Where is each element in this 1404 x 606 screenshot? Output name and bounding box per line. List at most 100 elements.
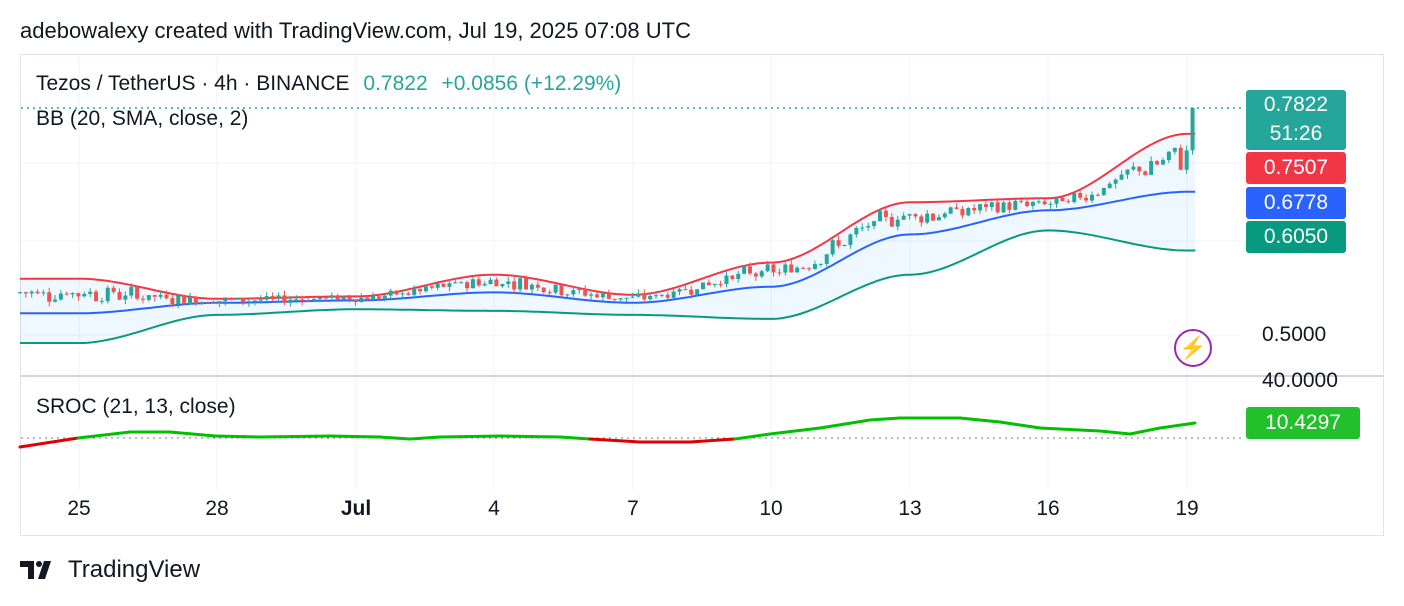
candle-body	[82, 293, 87, 297]
time-axis-tick-label: 28	[205, 497, 229, 520]
candle-body	[541, 287, 546, 293]
candle-body	[135, 286, 140, 299]
candle-body	[146, 295, 151, 300]
brand-footer[interactable]: TradingView	[20, 556, 200, 584]
candle-body	[671, 291, 676, 298]
candle-body	[901, 215, 906, 220]
candle-body	[1054, 197, 1059, 204]
candle-body	[205, 302, 210, 304]
candle-body	[795, 267, 800, 273]
candle-body	[730, 275, 735, 279]
candle-body	[400, 293, 405, 295]
candle-body	[583, 289, 588, 296]
candle-body	[23, 292, 28, 294]
candle-body	[883, 210, 888, 217]
candle-body	[376, 296, 381, 299]
chart-frame	[20, 54, 1384, 536]
time-axis-tick-label: 7	[627, 497, 639, 520]
candle-body	[282, 295, 287, 303]
sroc-segment	[958, 416, 1002, 424]
candle-body	[712, 284, 717, 286]
candle-body	[518, 278, 523, 290]
candle-body	[1143, 171, 1148, 175]
candle-body	[960, 208, 965, 216]
candle-body	[288, 299, 293, 303]
candle-body	[193, 296, 198, 304]
time-axis-tick-label: 25	[67, 497, 91, 520]
candle-body	[547, 292, 552, 294]
candle-body	[983, 204, 988, 208]
candle-body	[736, 273, 741, 279]
candle-body	[53, 299, 58, 302]
candle-body	[429, 286, 434, 288]
candle-body	[559, 284, 564, 296]
candle-body	[954, 207, 959, 209]
candle-body	[494, 279, 499, 287]
candle-body	[848, 234, 853, 245]
candle-body	[553, 284, 558, 293]
candle-body	[931, 213, 936, 221]
candle-body	[759, 271, 764, 277]
candle-body	[258, 299, 263, 301]
candle-body	[807, 268, 812, 270]
sroc-axis-top-label: 40.0000	[1262, 369, 1338, 392]
time-axis-tick-label: 13	[898, 497, 922, 520]
candle-body	[329, 295, 334, 298]
last-price-tag: 0.7822 51:26	[1246, 90, 1346, 150]
candle-body	[1107, 183, 1112, 188]
candle-body	[488, 279, 493, 285]
lightning-icon[interactable]: ⚡	[1174, 329, 1212, 367]
candle-body	[1149, 161, 1154, 175]
symbol-title[interactable]: Tezos / TetherUS · 4h · BINANCE	[36, 72, 350, 95]
candle-body	[589, 294, 594, 296]
candle-body	[995, 202, 1000, 213]
bar-countdown: 51:26	[1269, 122, 1323, 145]
candle-body	[435, 283, 440, 288]
candle-body	[1190, 108, 1195, 151]
candle-body	[854, 227, 859, 235]
candle-body	[447, 283, 452, 287]
candle-body	[217, 301, 222, 304]
candle-body	[683, 289, 688, 291]
candle-body	[777, 272, 782, 274]
tradingview-logo-icon	[20, 561, 51, 579]
candle-body	[595, 294, 600, 298]
candle-body	[1007, 202, 1012, 210]
candle-body	[724, 275, 729, 285]
candle-body	[1178, 147, 1183, 170]
candle-body	[936, 217, 941, 221]
candle-body	[506, 281, 511, 285]
candle-body	[141, 298, 146, 300]
candle-body	[482, 284, 487, 286]
candle-body	[665, 294, 670, 298]
candle-body	[252, 300, 257, 302]
candle-body	[105, 287, 110, 302]
candle-body	[418, 288, 423, 292]
bb-lower-tag: 0.6050	[1246, 221, 1346, 253]
candle-body	[117, 291, 122, 300]
brand-name: TradingView	[68, 556, 201, 583]
candle-body	[872, 221, 877, 227]
candle-body	[1172, 147, 1177, 152]
bb-legend[interactable]: BB (20, SMA, close, 2)	[36, 107, 249, 130]
candle-body	[765, 264, 770, 272]
sroc-legend[interactable]: SROC (21, 13, close)	[36, 395, 236, 418]
candle-body	[1160, 160, 1165, 165]
sroc-segment	[1098, 429, 1132, 436]
candle-body	[1101, 187, 1106, 195]
candle-body	[877, 210, 882, 222]
candle-body	[600, 293, 605, 298]
candle-body	[889, 216, 894, 227]
time-axis-tick-label: 4	[488, 497, 500, 520]
candle-body	[1042, 201, 1047, 205]
candle-body	[388, 290, 393, 296]
sroc-segment	[1038, 426, 1102, 433]
candle-body	[64, 293, 69, 295]
candle-body	[701, 282, 706, 290]
candle-body	[695, 289, 700, 295]
sroc-segment	[1128, 426, 1162, 436]
sroc-segment	[438, 434, 502, 439]
sroc-segment	[168, 430, 217, 438]
legend-change: +0.0856 (+12.29%)	[441, 72, 622, 95]
